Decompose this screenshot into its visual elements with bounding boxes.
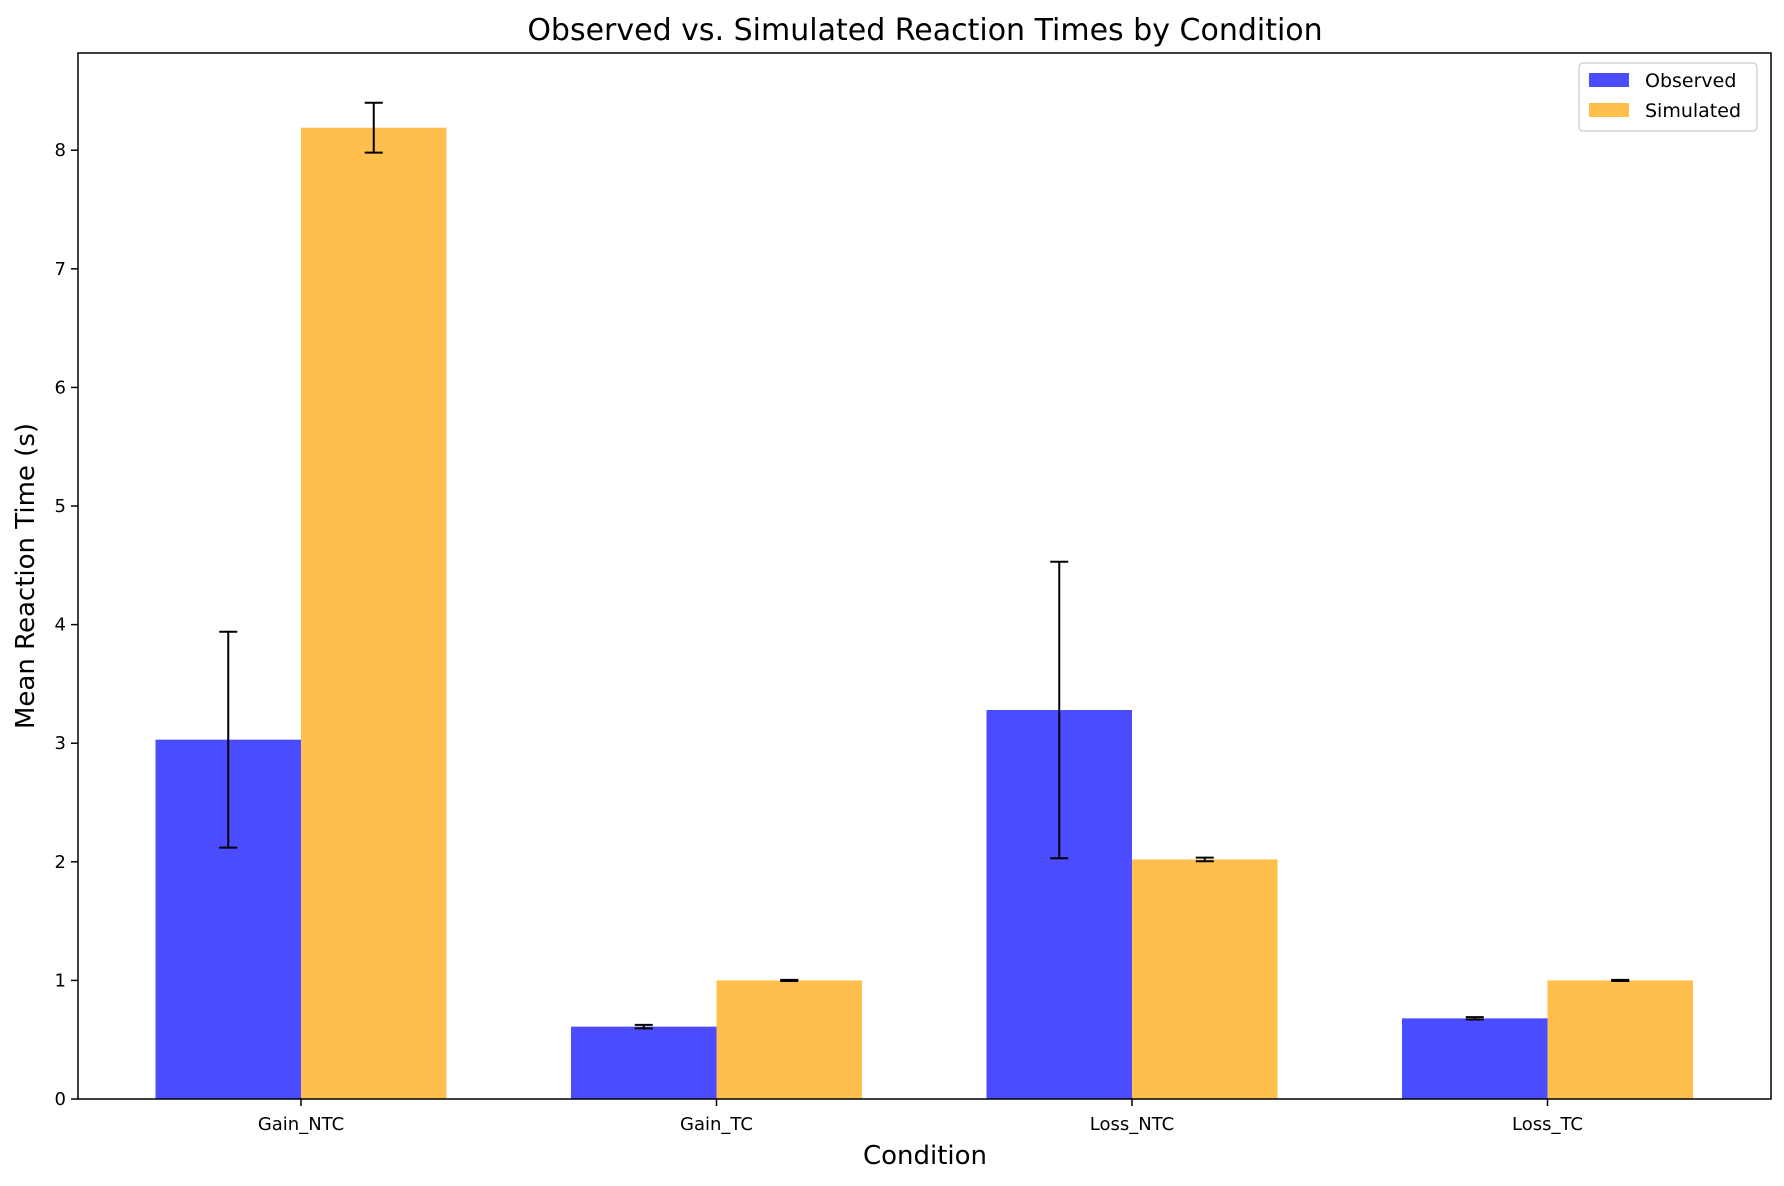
error-bar-observed-gain_tc: [634, 1023, 653, 1030]
y-tick-label: 3: [55, 733, 66, 754]
x-tick-label: Gain_TC: [680, 1114, 753, 1135]
bar-observed-loss_tc: [1402, 1018, 1548, 1099]
plot-frame: [77, 52, 1772, 1100]
bar-simulated-gain_tc: [716, 980, 862, 1099]
y-tick-label: 7: [55, 259, 66, 280]
y-tick-label: 6: [55, 377, 66, 398]
legend-item-simulated: Simulated: [1589, 100, 1741, 122]
legend: Observed Simulated: [1578, 62, 1758, 132]
error-bars-group: [219, 101, 1630, 1030]
y-axis: 0 1 2 3 4 5 6 7 8: [55, 140, 78, 1110]
legend-label: Simulated: [1645, 100, 1741, 122]
bar-observed-gain_tc: [571, 1026, 717, 1099]
error-bar-simulated-gain_tc: [780, 978, 799, 982]
error-bar-simulated-loss_tc: [1611, 978, 1630, 982]
y-tick-label: 5: [55, 496, 66, 517]
y-tick-label: 0: [55, 1089, 66, 1110]
y-axis-label: Mean Reaction Time (s): [11, 423, 41, 729]
y-tick-label: 1: [55, 970, 66, 991]
y-tick-label: 2: [55, 852, 66, 873]
error-bar-observed-loss_ntc: [1050, 560, 1069, 860]
legend-swatch: [1589, 73, 1629, 87]
x-tick-label: Gain_NTC: [258, 1114, 344, 1135]
bars-group: [155, 127, 1693, 1099]
y-tick-label: 8: [55, 140, 66, 161]
x-axis: Gain_NTC Gain_TC Loss_NTC Loss_TC: [258, 1099, 1583, 1135]
x-axis-label: Condition: [863, 1141, 987, 1171]
error-bar-simulated-gain_ntc: [364, 101, 383, 154]
bar-simulated-loss_tc: [1547, 980, 1693, 1099]
bar-simulated-loss_ntc: [1132, 859, 1278, 1099]
bar-simulated-gain_ntc: [301, 127, 447, 1099]
legend-swatch: [1589, 103, 1629, 117]
error-bar-observed-gain_ntc: [219, 630, 238, 849]
legend-label: Observed: [1645, 70, 1736, 92]
chart-title: Observed vs. Simulated Reaction Times by…: [527, 13, 1322, 48]
y-tick-label: 4: [55, 615, 66, 636]
error-bar-observed-loss_tc: [1465, 1016, 1484, 1021]
legend-item-observed: Observed: [1589, 70, 1736, 92]
error-bar-simulated-loss_ntc: [1195, 856, 1214, 863]
x-tick-label: Loss_NTC: [1090, 1114, 1174, 1135]
x-tick-label: Loss_TC: [1512, 1114, 1583, 1135]
